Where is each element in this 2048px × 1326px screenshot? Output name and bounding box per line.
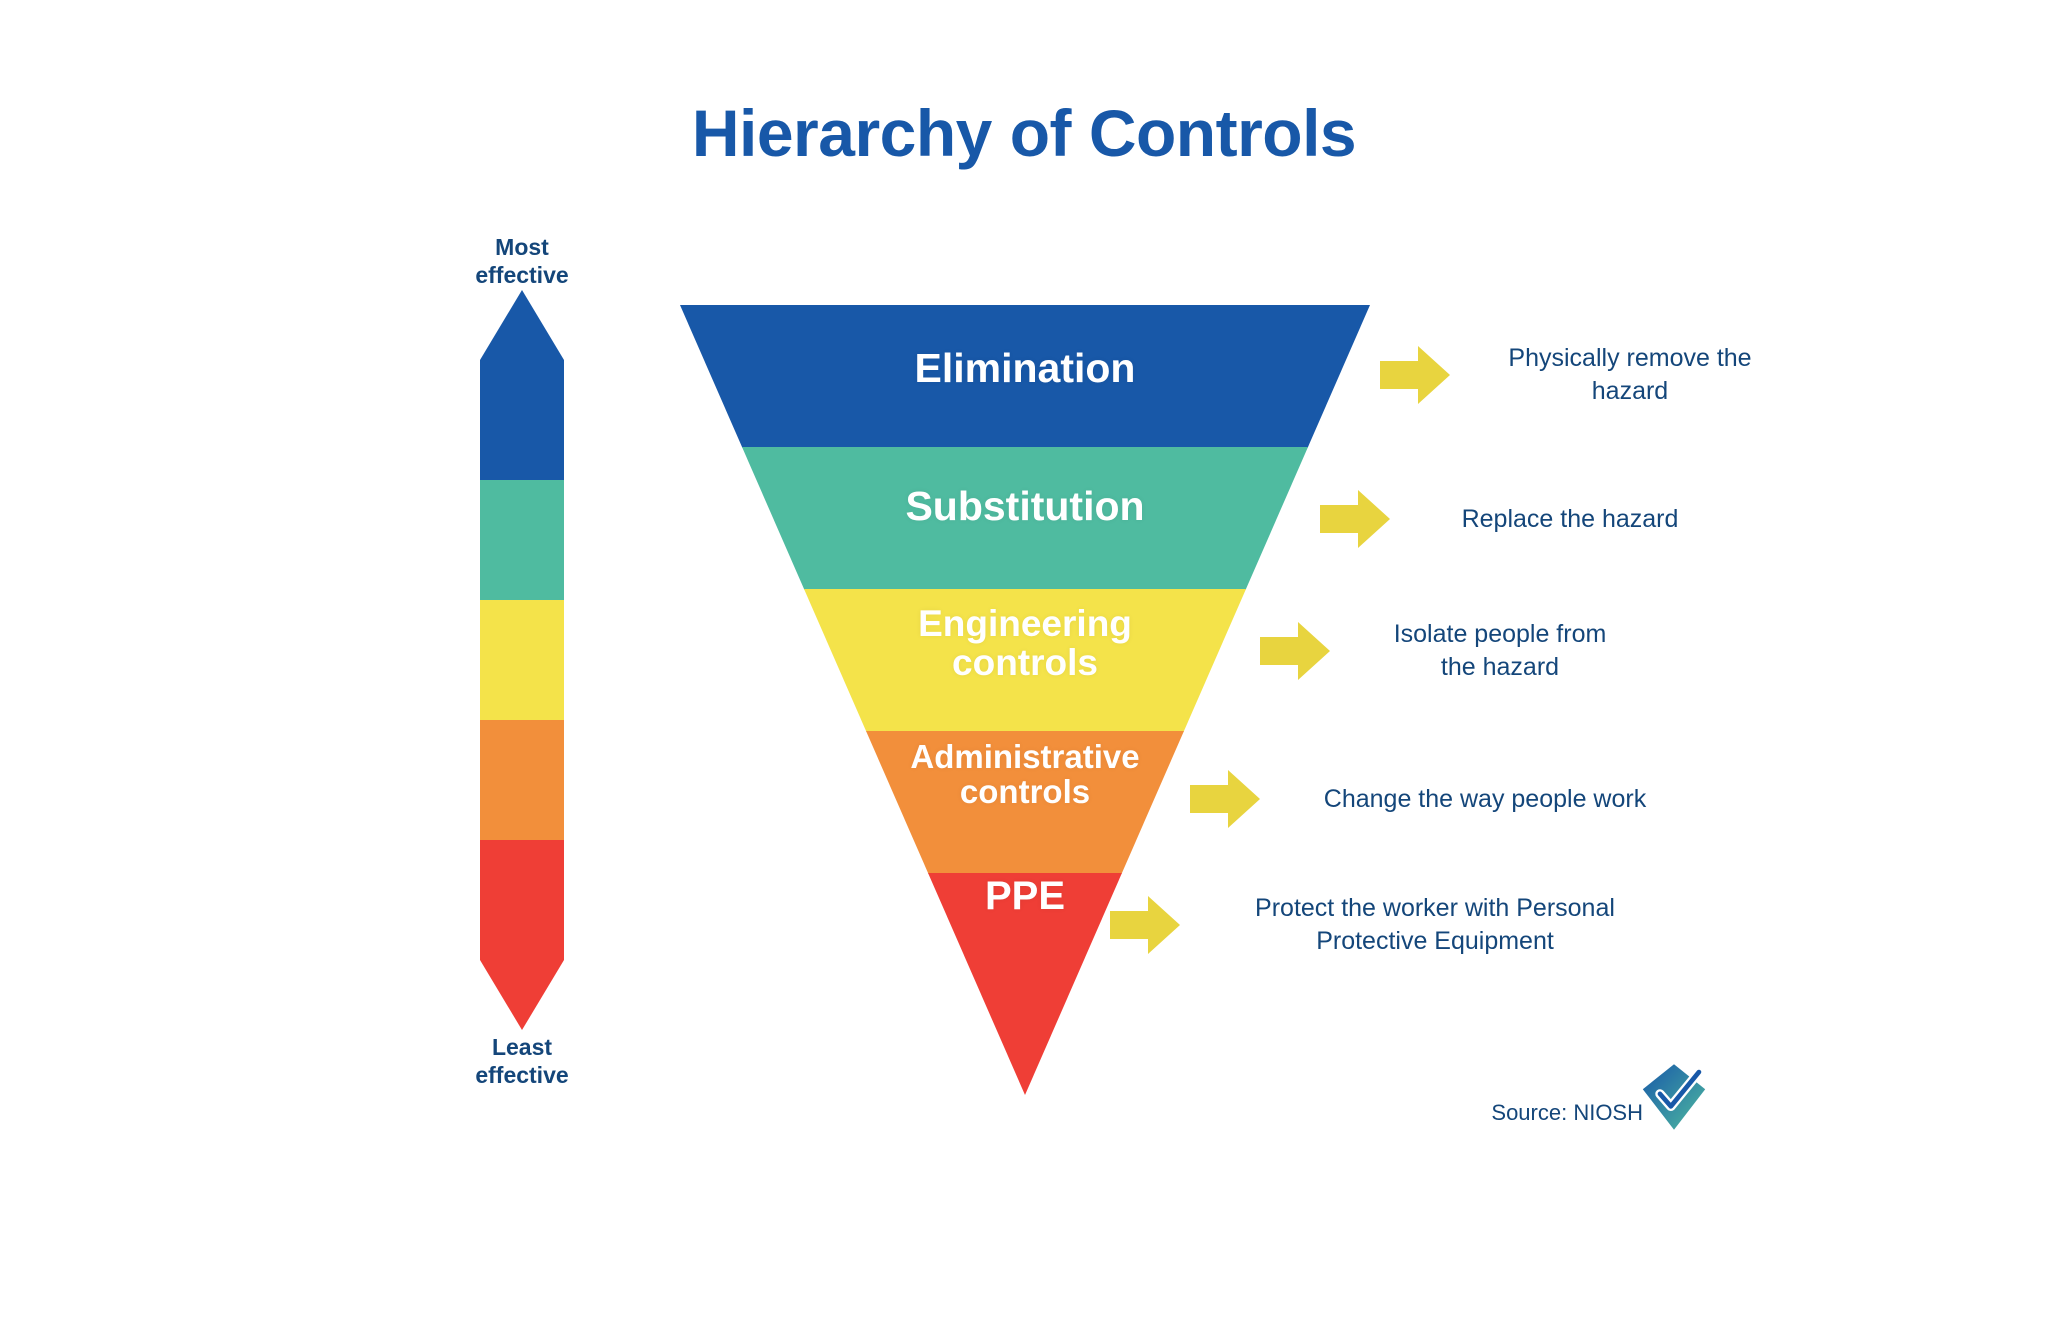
effectiveness-scale-icon	[480, 290, 564, 1030]
level-label-substitution: Substitution	[680, 485, 1370, 528]
triangle-svg	[680, 305, 1370, 1095]
brand-logo-icon	[1635, 1058, 1713, 1136]
level-label-elimination: Elimination	[680, 347, 1370, 390]
arrow-right-icon	[1380, 346, 1450, 404]
desc-text-ppe: Protect the worker with PersonalProtecti…	[1210, 892, 1660, 957]
scale-label-least-effective: Leasteffective	[427, 1034, 617, 1089]
scale-segment-1	[480, 480, 564, 600]
desc-row-substitution: Replace the hazard	[1320, 490, 1720, 548]
desc-text-elimination: Physically remove thehazard	[1480, 342, 1780, 407]
desc-text-engineering: Isolate people fromthe hazard	[1360, 618, 1640, 683]
scale-top-point	[480, 290, 564, 360]
scale-bottom-point	[480, 960, 564, 1030]
scale-segment-2	[480, 600, 564, 720]
arrow-right-icon	[1320, 490, 1390, 548]
desc-text-administrative: Change the way people work	[1290, 783, 1680, 816]
desc-row-elimination: Physically remove thehazard	[1380, 342, 1780, 407]
arrow-right-icon	[1190, 770, 1260, 828]
desc-text-substitution: Replace the hazard	[1420, 503, 1720, 536]
desc-row-ppe: Protect the worker with PersonalProtecti…	[1110, 892, 1660, 957]
arrow-right-icon	[1260, 622, 1330, 680]
scale-label-most-effective: Mosteffective	[427, 234, 617, 289]
scale-segment-3	[480, 720, 564, 840]
page-title: Hierarchy of Controls	[0, 95, 2048, 171]
source-attribution: Source: NIOSH	[1491, 1100, 1643, 1126]
hierarchy-triangle: Elimination Substitution Engineeringcont…	[680, 305, 1370, 1095]
desc-row-administrative: Change the way people work	[1190, 770, 1680, 828]
scale-segment-4	[480, 840, 564, 960]
arrow-right-icon	[1110, 896, 1180, 954]
scale-segment-0	[480, 360, 564, 480]
desc-row-engineering: Isolate people fromthe hazard	[1260, 618, 1640, 683]
